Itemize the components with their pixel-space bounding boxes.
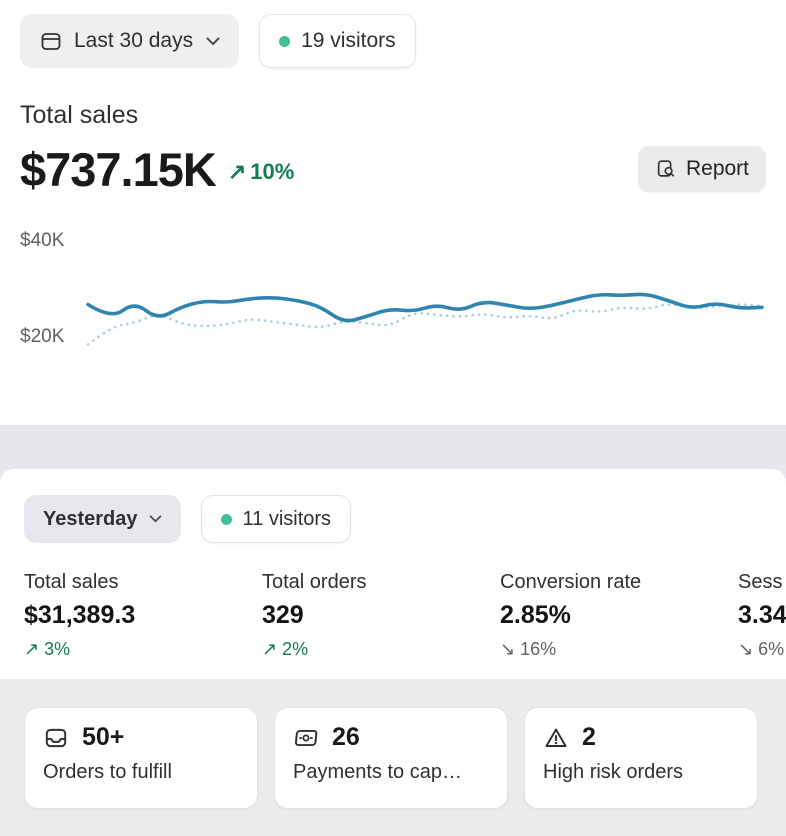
total-sales-value: $737.15K bbox=[20, 142, 217, 196]
arrow-up-right-icon: ↗ bbox=[227, 159, 247, 184]
date-range-label: Last 30 days bbox=[74, 29, 194, 52]
arrow-down-right-icon: ↘ bbox=[500, 639, 516, 659]
payments-icon bbox=[293, 725, 319, 751]
task-label: Orders to fulfill bbox=[43, 761, 172, 783]
total-sales-value-row: $737.15K ↗ 10% Report bbox=[20, 140, 766, 198]
report-label: Report bbox=[685, 157, 749, 180]
task-count: 2 bbox=[582, 723, 596, 751]
report-button[interactable]: Report bbox=[637, 146, 766, 192]
metric-delta-value: 16% bbox=[520, 639, 557, 659]
task-count: 26 bbox=[332, 723, 360, 751]
task-label: Payments to cap… bbox=[293, 761, 462, 783]
visitor-dot-icon bbox=[220, 513, 232, 525]
payments-to-capture-card[interactable]: 26 Payments to cap… bbox=[274, 707, 508, 809]
metric-delta: ↘ 16% bbox=[500, 639, 738, 660]
sales-chart-svg bbox=[84, 222, 766, 404]
metric-total-sales[interactable]: Total sales $31,389.3 ↗ 3% bbox=[24, 571, 262, 660]
arrow-up-right-icon: ↗ bbox=[24, 639, 40, 659]
metric-delta-value: 6% bbox=[758, 639, 785, 659]
y-axis-tick-20k: $20K bbox=[20, 326, 65, 347]
yesterday-filter-row: Yesterday 11 visitors bbox=[24, 495, 786, 543]
metric-value: 2.85% bbox=[500, 601, 571, 629]
visitor-dot-icon bbox=[279, 35, 291, 47]
yesterday-label: Yesterday bbox=[43, 507, 138, 530]
alert-triangle-icon bbox=[543, 725, 569, 751]
metric-delta: ↗ 2% bbox=[262, 639, 500, 660]
task-card-header: 26 bbox=[293, 723, 489, 752]
total-sales-delta-value: 10% bbox=[250, 159, 295, 184]
metric-label: Total sales bbox=[24, 571, 119, 593]
calendar-icon bbox=[39, 29, 63, 53]
metric-delta-value: 2% bbox=[282, 639, 309, 659]
task-count: 50+ bbox=[82, 723, 125, 751]
section-divider bbox=[0, 425, 786, 469]
metric-label: Conversion rate bbox=[500, 571, 642, 593]
metric-delta: ↗ 3% bbox=[24, 639, 262, 660]
yesterday-visitors-badge[interactable]: 11 visitors bbox=[200, 495, 352, 543]
metric-delta-value: 3% bbox=[44, 639, 71, 659]
yesterday-section: Yesterday 11 visitors Total sales $31,38… bbox=[0, 469, 786, 679]
live-visitors-badge[interactable]: 19 visitors bbox=[259, 14, 416, 68]
chart-comparison-line bbox=[88, 305, 762, 345]
visitors-count-label: 11 visitors bbox=[242, 507, 332, 530]
metric-value: 3.34 bbox=[738, 601, 786, 629]
metric-total-orders[interactable]: Total orders 329 ↗ 2% bbox=[262, 571, 500, 660]
task-card-header: 2 bbox=[543, 723, 739, 752]
high-risk-orders-card[interactable]: 2 High risk orders bbox=[524, 707, 758, 809]
metric-conversion-rate[interactable]: Conversion rate 2.85% ↘ 16% bbox=[500, 571, 738, 660]
total-sales-delta: ↗ 10% bbox=[228, 159, 294, 185]
task-card-header: 50+ bbox=[43, 723, 239, 752]
date-range-button[interactable]: Last 30 days bbox=[20, 14, 240, 68]
total-sales-section: Last 30 days 19 visitors Total sales $73… bbox=[0, 0, 786, 425]
metric-sessions[interactable]: Sess 3.34 ↘ 6% bbox=[738, 571, 786, 660]
metrics-row: Total sales $31,389.3 ↗ 3% Total orders … bbox=[24, 571, 786, 660]
metric-value: $31,389.3 bbox=[24, 601, 136, 629]
chevron-down-icon bbox=[206, 37, 220, 46]
task-label: High risk orders bbox=[543, 761, 684, 783]
metric-value: 329 bbox=[262, 601, 304, 629]
metric-delta: ↘ 6% bbox=[738, 639, 786, 660]
total-sales-title: Total sales bbox=[20, 101, 139, 129]
sales-chart: $40K $20K bbox=[20, 222, 766, 404]
arrow-up-right-icon: ↗ bbox=[262, 639, 278, 659]
visitors-count-label: 19 visitors bbox=[301, 29, 396, 52]
arrow-down-right-icon: ↘ bbox=[738, 639, 754, 659]
metric-label: Total orders bbox=[262, 571, 367, 593]
inbox-icon bbox=[43, 725, 69, 751]
yesterday-date-button[interactable]: Yesterday bbox=[24, 495, 181, 543]
report-icon bbox=[655, 158, 677, 180]
y-axis-tick-40k: $40K bbox=[20, 230, 65, 251]
tasks-section: 50+ Orders to fulfill 26 Payments to cap… bbox=[0, 679, 786, 836]
chevron-down-icon bbox=[149, 515, 162, 523]
chart-current-line bbox=[88, 294, 762, 320]
top-filter-row: Last 30 days 19 visitors bbox=[20, 14, 766, 68]
orders-to-fulfill-card[interactable]: 50+ Orders to fulfill bbox=[24, 707, 258, 809]
metric-label: Sess bbox=[738, 571, 783, 593]
